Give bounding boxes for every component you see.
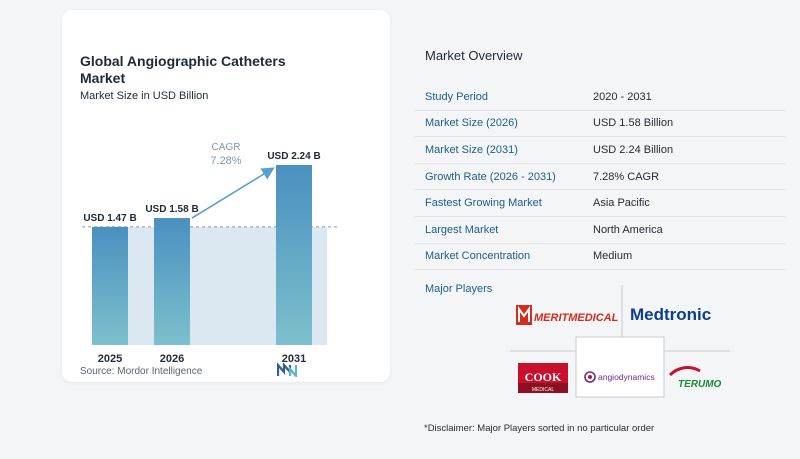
- x-tick-label: 2026: [160, 353, 184, 365]
- overview-row-label: Market Size (2031): [425, 143, 518, 156]
- overview-row-value: USD 1.58 Billion: [593, 117, 674, 130]
- source-note: Source: Mordor Intelligence: [80, 366, 203, 377]
- overview-row-value: Medium: [593, 250, 633, 263]
- angiodynamics-logo-icon: angiodynamics: [584, 371, 655, 383]
- overview-row: Market Size (2026) USD 1.58 Billion: [415, 111, 785, 138]
- overview-row: Study Period 2020 - 2031: [415, 84, 785, 111]
- merit-medical-text: MERITMEDICAL: [534, 312, 619, 324]
- overview-row: Market Concentration Medium: [415, 244, 785, 271]
- overview-row-value: USD 2.24 Billion: [593, 143, 674, 156]
- chart-title: Global Angiographic Catheters Market: [80, 53, 286, 86]
- overview-row: Market Size (2031) USD 2.24 Billion: [415, 137, 785, 164]
- overview-title: Market Overview: [425, 48, 523, 63]
- terumo-logo-icon: TERUMO: [668, 366, 722, 390]
- overview-row-label: Fastest Growing Market: [425, 197, 542, 210]
- overview-row-label: Growth Rate (2026 - 2031): [425, 170, 556, 183]
- overview-row-value: 7.28% CAGR: [593, 170, 660, 183]
- bar-2031: [276, 165, 312, 345]
- overview-row-label: Market Size (2026): [425, 117, 518, 130]
- bar-value-label: USD 2.24 B: [267, 151, 320, 162]
- overview-row: Growth Rate (2026 - 2031) 7.28% CAGR: [415, 164, 785, 191]
- bar-2026: [154, 218, 190, 345]
- x-tick-label: 2031: [282, 353, 306, 365]
- bar-value-label: USD 1.47 B: [83, 213, 136, 224]
- player-logos: MERITMEDICAL Medtronic COOK MEDICAL angi…: [510, 285, 730, 398]
- x-tick-label: 2025: [98, 353, 122, 365]
- overview-row-label: Largest Market: [425, 223, 499, 236]
- disclaimer: *Disclaimer: Major Players sorted in no …: [424, 423, 655, 434]
- overview-row-value: North America: [593, 223, 663, 236]
- chart-card: Global Angiographic Catheters Market Mar…: [62, 10, 390, 382]
- overview-row-value: Asia Pacific: [593, 197, 650, 210]
- overview-table: Study Period 2020 - 2031 Market Size (2026…: [415, 84, 785, 271]
- overview-row-value: 2020 - 2031: [593, 90, 652, 103]
- cook-medical-text: MEDICAL: [532, 387, 554, 393]
- angiodynamics-text: angiodynamics: [598, 372, 655, 382]
- bar-chart: USD 1.47 B 2025 USD 1.58 B 2026 USD 2.24 B 20…: [82, 142, 337, 365]
- overview-row-label: Study Period: [425, 90, 488, 103]
- overview-row-label: Market Concentration: [425, 250, 531, 263]
- terumo-text: TERUMO: [678, 379, 722, 390]
- major-players-title: Major Players: [425, 283, 493, 295]
- medtronic-logo-text: Medtronic: [630, 305, 711, 324]
- cagr-label: CAGR: [212, 142, 241, 153]
- cook-medical-logo-icon: COOK MEDICAL: [518, 363, 568, 393]
- overview-row: Fastest Growing Market Asia Pacific: [415, 190, 785, 217]
- bar-2025: [92, 226, 128, 345]
- overview-row: Largest Market North America: [415, 217, 785, 244]
- bar-value-label: USD 1.58 B: [145, 204, 198, 215]
- cagr-arrow: [191, 167, 275, 219]
- cook-text: COOK: [525, 370, 562, 384]
- cagr-value: 7.28%: [210, 155, 241, 167]
- chart-subtitle: Market Size in USD Billion: [80, 90, 209, 102]
- merit-medical-logo-icon: MERITMEDICAL: [516, 305, 619, 325]
- mordor-logo-icon: [277, 363, 298, 377]
